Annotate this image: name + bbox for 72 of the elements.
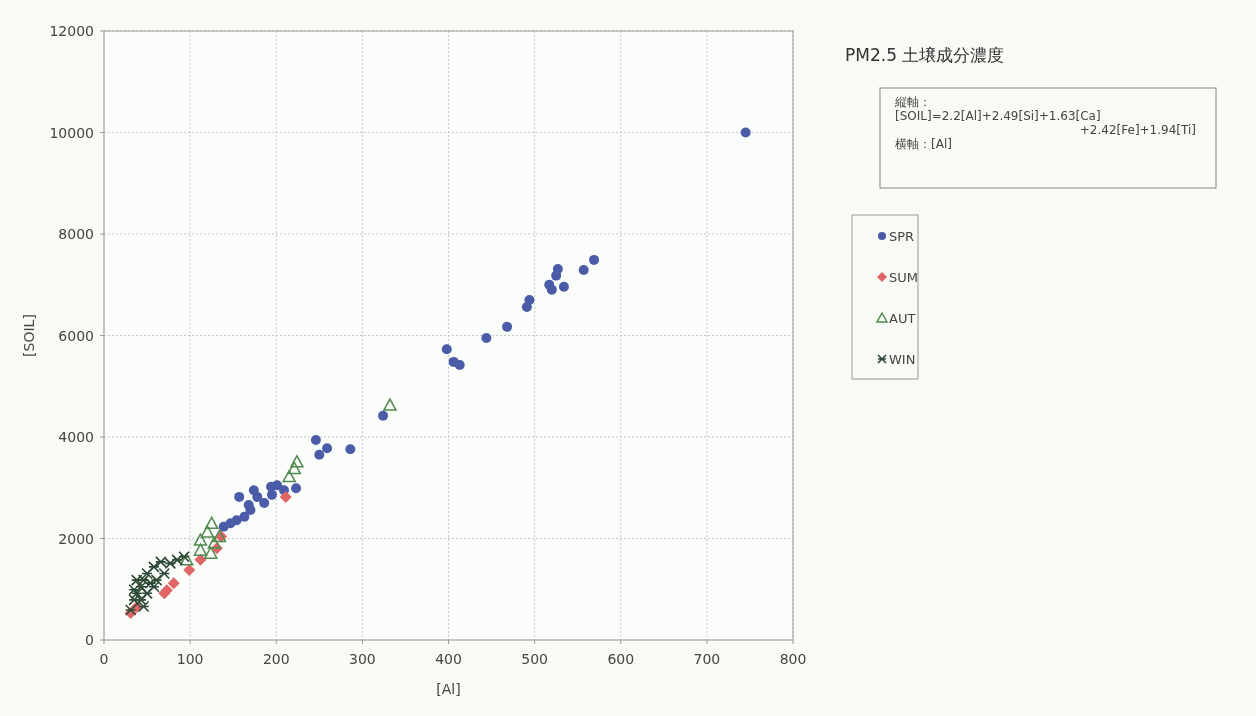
point <box>193 533 208 546</box>
x-tick-label: 500 <box>521 651 548 667</box>
point <box>135 594 147 606</box>
point <box>310 435 321 446</box>
point <box>740 127 751 138</box>
point <box>194 553 207 566</box>
x-tick-label: 800 <box>779 651 807 667</box>
point <box>287 461 302 475</box>
point <box>272 480 283 491</box>
x-tick-label: 100 <box>176 651 204 667</box>
y-tick-label: 2000 <box>58 530 94 547</box>
x-tick-label: 300 <box>349 651 376 667</box>
x-tick-label: 600 <box>607 651 635 667</box>
point <box>178 550 190 563</box>
y-tick-label: 12000 <box>49 23 94 39</box>
point <box>234 491 245 502</box>
y-tick-label: 10000 <box>49 124 94 141</box>
point <box>279 490 292 503</box>
point <box>144 577 157 589</box>
point <box>546 284 557 295</box>
text: 横軸：[Al] <box>895 137 952 151</box>
point <box>481 333 492 344</box>
y-tick-label: 8000 <box>58 226 94 242</box>
point <box>135 580 147 593</box>
point <box>171 554 184 566</box>
x-axis-title: [Al] <box>436 681 461 697</box>
point <box>378 410 389 421</box>
point <box>218 521 229 532</box>
x-tick-label: 400 <box>435 651 462 667</box>
legend-label: WIN <box>889 352 916 367</box>
x-tick-label: 0 <box>99 651 109 667</box>
point <box>130 587 143 600</box>
point <box>282 469 296 483</box>
text: [SOIL]=2.2[Al]+2.49[Si]+1.63[Ca] <box>895 109 1101 123</box>
point <box>454 359 465 370</box>
legend-label: SPR <box>889 229 915 244</box>
point <box>291 483 302 494</box>
point <box>204 546 218 559</box>
point <box>441 344 452 355</box>
y-tick-label: 0 <box>85 632 94 648</box>
point <box>207 536 221 549</box>
point <box>551 270 562 281</box>
point <box>266 489 277 500</box>
point <box>130 574 143 586</box>
x-tick-label: 200 <box>262 651 290 667</box>
point <box>578 265 589 276</box>
point <box>167 577 180 590</box>
point <box>558 281 569 292</box>
point <box>204 516 219 530</box>
y-axis-title: [SOIL] <box>21 314 37 357</box>
point <box>383 398 397 411</box>
y-tick-label: 6000 <box>58 327 94 344</box>
text: +2.42[Fe]+1.94[Ti] <box>1079 123 1196 137</box>
point <box>589 254 600 265</box>
legend-label: AUT <box>889 311 916 326</box>
point <box>345 444 356 455</box>
y-tick-label: 4000 <box>58 429 94 445</box>
point <box>124 604 137 616</box>
x-tick-label: 700 <box>693 651 721 667</box>
legend-label: SUM <box>889 270 918 285</box>
text: PM2.5 土壌成分濃度 <box>845 45 1005 65</box>
point <box>200 525 215 538</box>
point <box>521 302 532 313</box>
point <box>502 321 513 332</box>
point <box>179 553 194 566</box>
point <box>193 543 208 556</box>
point <box>252 491 263 502</box>
point <box>322 443 333 454</box>
text: 縦軸： <box>894 95 931 109</box>
point <box>314 449 325 460</box>
point <box>290 455 304 468</box>
point <box>259 497 270 508</box>
